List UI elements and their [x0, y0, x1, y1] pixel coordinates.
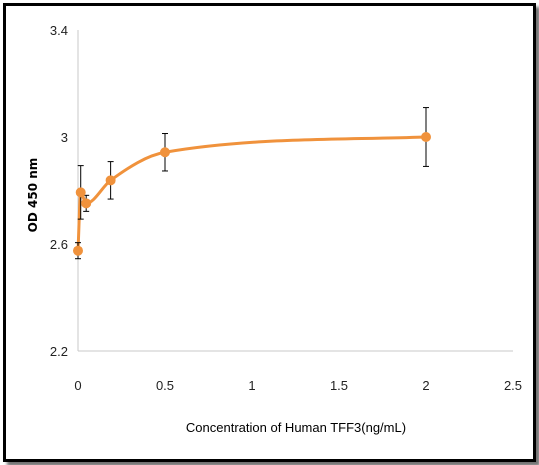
y-tick-label: 3	[61, 130, 68, 145]
series-line	[76, 135, 427, 251]
x-tick-label: 1	[248, 378, 255, 393]
data-point	[73, 245, 83, 256]
plot-area: 2.2 2.6 3 3.4 0 0.5 1 1.5 2 2.5	[50, 23, 522, 393]
x-tick-label: 2	[422, 378, 429, 393]
x-tick-labels: 0 0.5 1 1.5 2 2.5	[74, 378, 522, 393]
data-point	[160, 147, 170, 158]
data-point	[421, 132, 431, 142]
y-tick-labels: 2.2 2.6 3 3.4	[50, 23, 68, 359]
x-tick-label: 0.5	[156, 378, 174, 393]
x-axis-title: Concentration of Human TFF3(ng/mL)	[186, 420, 406, 435]
data-point	[105, 175, 116, 186]
error-bars	[75, 107, 429, 260]
x-tick-label: 2.5	[504, 378, 522, 393]
y-tick-label: 2.2	[50, 344, 68, 359]
y-tick-label: 3.4	[50, 23, 68, 38]
x-tick-label: 0	[74, 378, 81, 393]
data-points	[73, 132, 431, 256]
data-point	[81, 198, 92, 209]
data-point	[75, 187, 86, 198]
chart-frame	[3, 3, 536, 462]
y-tick-label: 2.6	[50, 237, 68, 252]
x-tick-label: 1.5	[330, 378, 348, 393]
y-axis-title: OD 450 nm	[26, 158, 40, 233]
